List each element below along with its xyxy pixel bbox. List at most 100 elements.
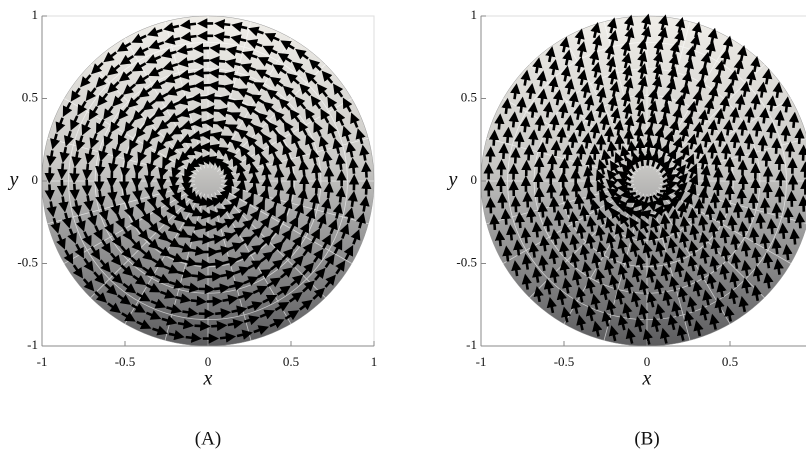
arrow: [656, 190, 673, 201]
arrow: [174, 228, 190, 238]
arrow: [634, 88, 645, 105]
arrow: [249, 209, 261, 224]
arrow: [58, 196, 69, 213]
arrow: [729, 106, 740, 123]
arrow: [579, 244, 590, 261]
arrow: [172, 139, 187, 150]
panel: -1 -0.5 0 0.5 1 -1 -0.5 0 0.5 1 x y (A): [8, 7, 378, 449]
arrow: [162, 153, 172, 169]
arrow: [698, 214, 709, 231]
arrow: [692, 89, 703, 106]
arrow: [177, 268, 194, 279]
arrow: [189, 245, 206, 257]
arrow: [590, 199, 601, 216]
arrow: [580, 81, 591, 98]
arrow: [542, 127, 553, 144]
y-tick-label: 1: [32, 7, 39, 22]
arrow: [291, 255, 304, 269]
arrow: [707, 119, 718, 136]
arrow: [700, 176, 711, 193]
arrow: [510, 147, 521, 164]
arrow: [350, 229, 361, 245]
arrow: [239, 236, 254, 247]
arrow: [606, 140, 618, 157]
arrow: [699, 247, 710, 264]
arrow: [230, 227, 246, 238]
arrow: [142, 99, 156, 111]
arrow: [547, 153, 558, 170]
arrow: [119, 54, 135, 65]
arrow: [236, 88, 252, 98]
arrow: [617, 263, 628, 280]
arrow: [159, 289, 176, 299]
arrow: [513, 239, 524, 256]
arrow: [250, 227, 264, 239]
arrow: [698, 153, 709, 170]
arrow: [693, 142, 704, 160]
arrow: [508, 111, 519, 128]
arrow: [559, 241, 570, 258]
arrow: [562, 198, 574, 215]
arrow: [485, 197, 496, 214]
arrow: [93, 271, 105, 285]
arrow: [194, 320, 211, 332]
arrow: [620, 90, 631, 107]
arrow: [708, 221, 719, 238]
arrow: [355, 212, 366, 229]
arrow: [679, 144, 690, 160]
arrow: [639, 209, 656, 220]
arrow: [759, 233, 771, 250]
arrow: [514, 211, 526, 229]
arrow: [704, 98, 715, 115]
arrow: [636, 38, 648, 55]
arrow: [165, 85, 182, 96]
arrow: [151, 203, 162, 219]
arrow: [568, 211, 579, 228]
x-axis-label: x: [203, 368, 213, 390]
arrow: [108, 157, 119, 174]
arrow: [545, 46, 556, 63]
arrow: [693, 320, 704, 337]
arrow: [647, 100, 658, 117]
arrow: [215, 308, 232, 319]
arrow: [335, 153, 346, 170]
arrow: [236, 329, 253, 340]
arrow: [177, 57, 194, 68]
arrow: [616, 183, 634, 194]
x-tick-label: 1: [371, 354, 378, 369]
arrow: [345, 141, 357, 158]
vector-field: [44, 18, 372, 344]
arrow: [46, 150, 57, 167]
arrow: [634, 316, 645, 333]
arrow: [155, 273, 171, 284]
arrow: [164, 73, 180, 84]
arrow: [520, 116, 531, 133]
arrow: [223, 256, 240, 267]
arrow: [75, 135, 86, 152]
arrow: [510, 83, 521, 100]
arrow: [282, 197, 293, 214]
arrow: [305, 71, 318, 85]
arrow: [288, 291, 303, 303]
arrow: [135, 197, 146, 214]
y-tick-label: 0: [32, 172, 39, 187]
arrow: [542, 215, 554, 232]
arrow: [291, 132, 301, 149]
arrow: [309, 147, 320, 164]
arrow: [715, 209, 727, 227]
arrow: [96, 119, 106, 134]
arrow: [766, 122, 777, 139]
arrow: [164, 264, 180, 274]
arrow: [273, 179, 284, 197]
arrow: [613, 119, 624, 136]
arrow: [227, 318, 244, 330]
arrow: [655, 240, 666, 257]
arrow: [652, 63, 663, 80]
arrow: [623, 277, 634, 294]
arrow: [592, 34, 603, 51]
arrow: [240, 219, 254, 231]
arrow: [355, 128, 366, 145]
arrow: [683, 113, 694, 130]
arrow: [248, 26, 264, 37]
arrow: [269, 319, 285, 329]
